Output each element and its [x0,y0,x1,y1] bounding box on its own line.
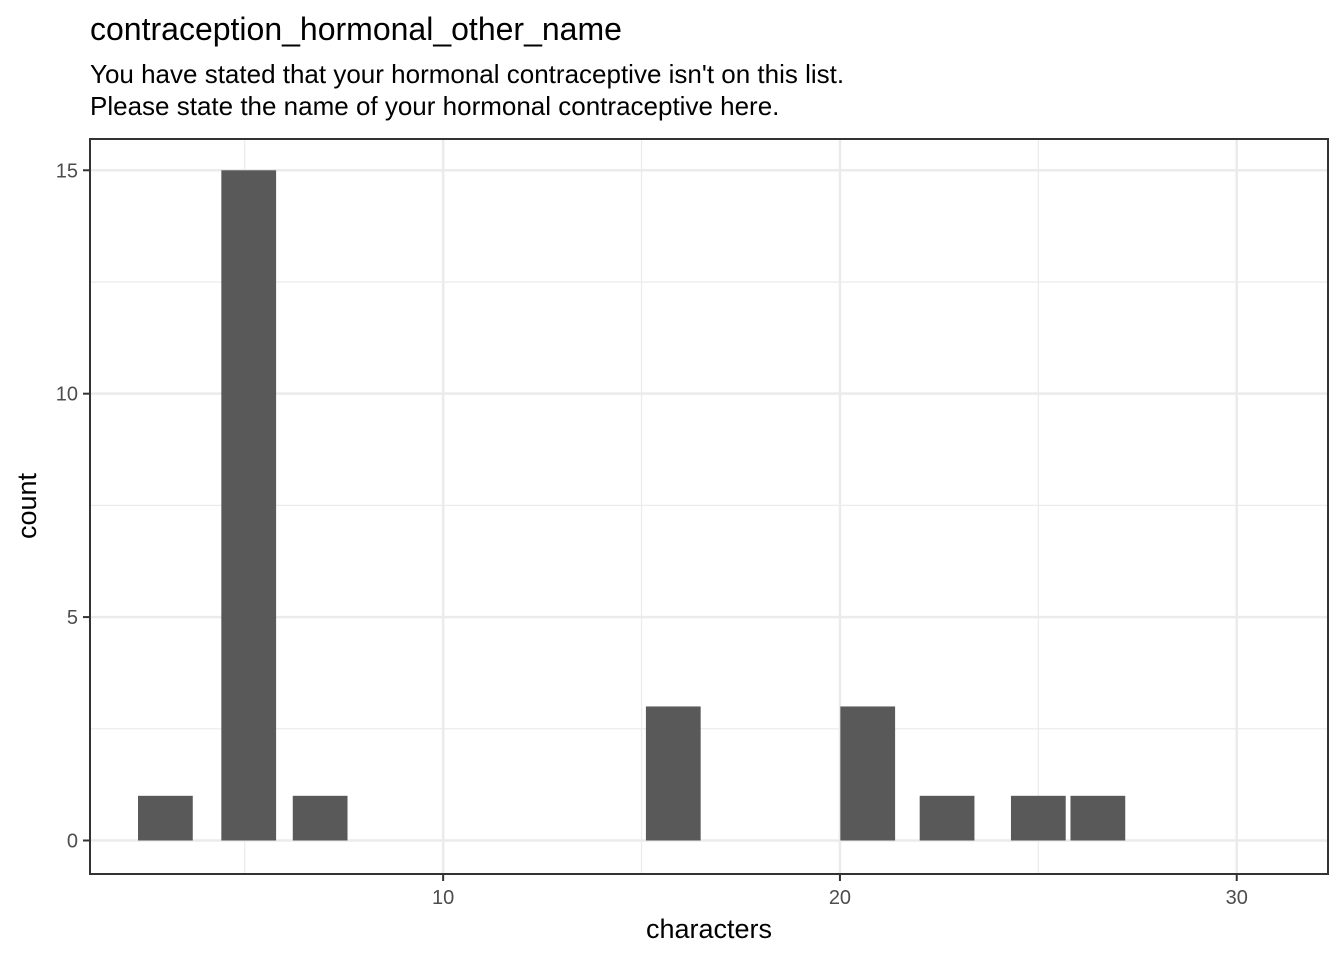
chart-title: contraception_hormonal_other_name [90,11,622,47]
y-tick-label: 10 [56,384,78,406]
y-axis-title: count [12,472,42,539]
x-tick-label: 20 [829,887,851,909]
plot-panel-background [90,139,1328,874]
bar [919,795,975,841]
chart-subtitle-line-1: You have stated that your hormonal contr… [90,59,845,89]
plot-panel-border [89,138,1329,875]
y-tick-label: 15 [56,160,78,182]
y-tick-label: 5 [67,607,78,629]
bar [292,795,348,841]
bar [1010,795,1066,841]
y-tick-label: 0 [67,830,78,852]
bar [840,706,896,841]
x-axis-title: characters [646,914,772,944]
chart-subtitle-line-2: Please state the name of your hormonal c… [90,91,780,121]
bar [645,706,701,841]
x-axis: 10 20 30 [432,874,1248,909]
bar [138,795,193,841]
x-tick-label: 30 [1226,887,1248,909]
y-axis: 0 5 10 15 [56,160,90,852]
bar [221,170,277,841]
bars [138,170,1126,841]
chart-subtitle: You have stated that your hormonal contr… [90,58,844,122]
bar [1070,795,1126,841]
x-tick-label: 10 [432,887,454,909]
